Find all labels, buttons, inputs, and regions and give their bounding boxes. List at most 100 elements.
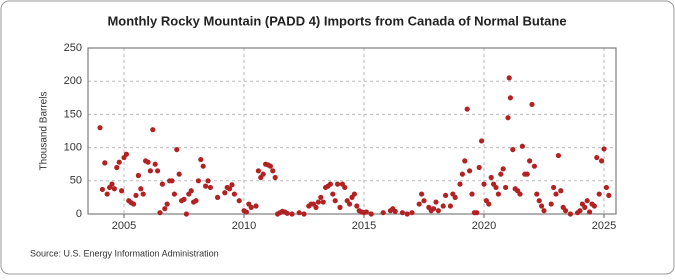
point bbox=[606, 192, 612, 199]
point bbox=[222, 190, 228, 196]
point bbox=[227, 186, 233, 192]
point bbox=[351, 191, 357, 197]
point bbox=[123, 151, 129, 157]
point bbox=[195, 178, 201, 184]
point bbox=[558, 188, 564, 194]
point bbox=[289, 211, 295, 217]
point bbox=[440, 203, 446, 209]
point bbox=[171, 191, 177, 197]
point bbox=[131, 201, 137, 207]
point bbox=[584, 198, 590, 204]
point bbox=[599, 158, 605, 164]
point bbox=[152, 161, 158, 167]
y-tick-label: 0 bbox=[76, 208, 82, 220]
point bbox=[159, 181, 165, 187]
point bbox=[102, 160, 108, 166]
x-tick-label: 2010 bbox=[232, 220, 256, 232]
point bbox=[469, 191, 475, 197]
point bbox=[503, 184, 509, 191]
point bbox=[229, 182, 235, 188]
point bbox=[337, 204, 343, 210]
point bbox=[207, 184, 213, 191]
point bbox=[260, 171, 266, 177]
point bbox=[404, 211, 410, 217]
point bbox=[555, 152, 562, 159]
point bbox=[527, 158, 533, 164]
point bbox=[138, 186, 144, 192]
y-tick-label: 100 bbox=[64, 142, 82, 154]
point bbox=[495, 191, 501, 197]
x-tick-label: 2020 bbox=[472, 220, 496, 232]
point bbox=[330, 191, 336, 197]
plot-frame bbox=[87, 47, 617, 215]
point bbox=[188, 188, 194, 194]
point bbox=[162, 206, 168, 212]
point bbox=[335, 181, 341, 187]
point bbox=[169, 178, 175, 184]
point bbox=[111, 186, 117, 192]
point bbox=[301, 211, 307, 217]
y-tick-label: 150 bbox=[64, 108, 82, 120]
point bbox=[506, 75, 512, 81]
point bbox=[481, 181, 487, 187]
point bbox=[409, 210, 415, 216]
point bbox=[231, 191, 237, 197]
point bbox=[567, 211, 574, 217]
point bbox=[203, 183, 209, 189]
point bbox=[517, 191, 523, 197]
point bbox=[181, 196, 187, 202]
point bbox=[500, 166, 506, 172]
source: Source: U.S. Energy Information Administ… bbox=[30, 248, 219, 258]
point bbox=[435, 208, 441, 214]
point bbox=[342, 184, 348, 191]
point bbox=[443, 192, 449, 199]
point bbox=[104, 191, 110, 197]
point bbox=[431, 206, 437, 212]
y-tick-label: 200 bbox=[64, 75, 82, 87]
point bbox=[467, 168, 473, 174]
point bbox=[248, 204, 254, 210]
point bbox=[368, 211, 374, 217]
point bbox=[183, 211, 189, 217]
point bbox=[255, 168, 261, 174]
point bbox=[133, 192, 139, 199]
point bbox=[459, 171, 465, 177]
point bbox=[416, 201, 422, 207]
point bbox=[174, 146, 180, 153]
point bbox=[486, 201, 492, 207]
point bbox=[419, 191, 425, 197]
point bbox=[603, 184, 610, 191]
point bbox=[464, 106, 470, 112]
point bbox=[488, 174, 494, 181]
point bbox=[243, 209, 249, 215]
point bbox=[548, 201, 554, 207]
point bbox=[582, 204, 588, 210]
point bbox=[596, 191, 602, 197]
point bbox=[215, 194, 221, 200]
point bbox=[519, 143, 526, 149]
point bbox=[155, 168, 161, 174]
point bbox=[313, 204, 319, 210]
point bbox=[601, 146, 607, 152]
point bbox=[140, 191, 146, 197]
x-tick-label: 2025 bbox=[592, 220, 616, 232]
point bbox=[551, 184, 557, 191]
point bbox=[318, 194, 324, 200]
point bbox=[284, 210, 290, 216]
point bbox=[198, 156, 204, 163]
point bbox=[539, 203, 545, 209]
point bbox=[99, 186, 105, 193]
y-axis-label: Thousand Barrels bbox=[39, 92, 50, 171]
point bbox=[347, 201, 353, 207]
point bbox=[541, 208, 547, 214]
point bbox=[116, 159, 122, 165]
point bbox=[474, 210, 480, 216]
point bbox=[587, 209, 593, 215]
point bbox=[119, 188, 125, 194]
point bbox=[114, 164, 120, 171]
point bbox=[205, 178, 211, 184]
x-tick-label: 2015 bbox=[352, 220, 376, 232]
point bbox=[421, 198, 427, 204]
point bbox=[447, 203, 453, 209]
